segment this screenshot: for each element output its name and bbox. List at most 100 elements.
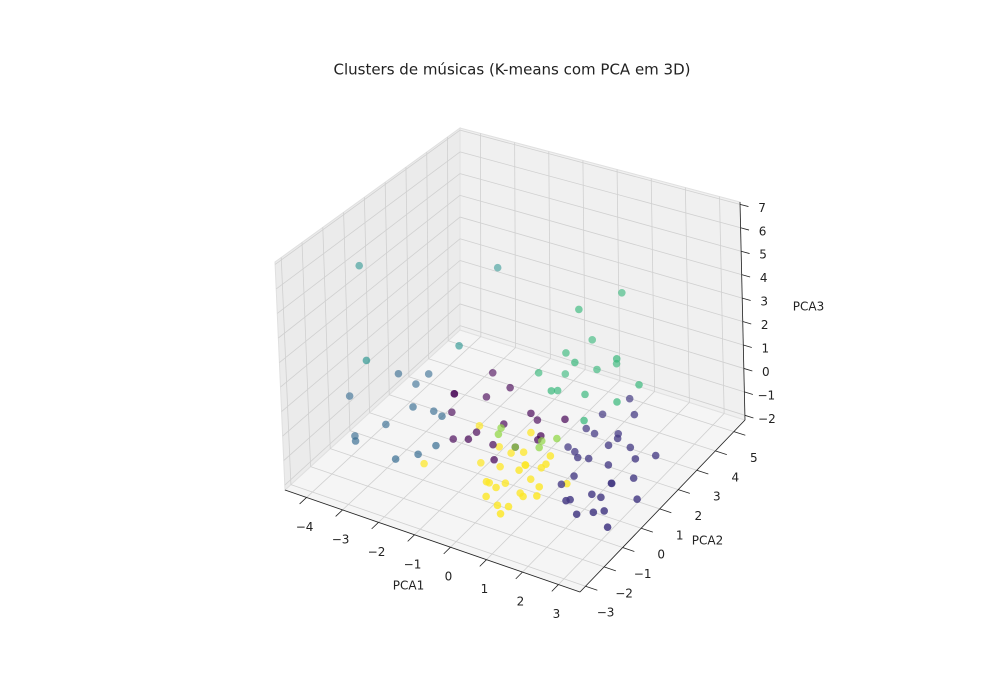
y-tick bbox=[733, 431, 746, 436]
z-tick-label: −2 bbox=[758, 412, 776, 426]
grid-line bbox=[459, 281, 744, 369]
z-tick-label: −1 bbox=[758, 388, 776, 402]
y-tick-label: 3 bbox=[713, 490, 721, 504]
x-tick bbox=[479, 559, 487, 567]
y-tick-label: −2 bbox=[615, 586, 633, 600]
grid-line bbox=[459, 173, 742, 252]
point bbox=[581, 390, 589, 399]
y-tick-label: 4 bbox=[732, 470, 740, 484]
grid-line bbox=[280, 257, 292, 485]
point bbox=[409, 403, 417, 411]
z-tick bbox=[744, 414, 754, 419]
grid-line bbox=[310, 466, 605, 568]
point bbox=[526, 475, 535, 483]
point bbox=[535, 483, 544, 491]
point bbox=[449, 435, 458, 443]
grid-line bbox=[280, 238, 461, 388]
point bbox=[629, 474, 638, 482]
point bbox=[537, 437, 546, 445]
x-tick bbox=[551, 584, 559, 592]
x-tick-label: −1 bbox=[404, 557, 422, 571]
y-tick-label: 1 bbox=[676, 528, 684, 542]
point bbox=[562, 349, 570, 357]
point bbox=[429, 407, 438, 415]
grid-line bbox=[582, 160, 586, 370]
point bbox=[496, 462, 504, 471]
z-tick-label: 5 bbox=[759, 248, 767, 262]
point bbox=[477, 458, 485, 467]
point bbox=[575, 305, 583, 314]
point bbox=[582, 424, 591, 433]
point bbox=[588, 490, 596, 499]
grid-line bbox=[363, 197, 370, 413]
z-tick-label: 1 bbox=[761, 341, 769, 355]
grid-line bbox=[616, 169, 621, 381]
point bbox=[527, 428, 535, 437]
point bbox=[534, 369, 543, 377]
grid-line bbox=[281, 260, 461, 412]
point bbox=[424, 370, 433, 378]
point bbox=[515, 466, 523, 475]
chart-title: Clusters de músicas (K-means com PCA em … bbox=[333, 61, 690, 79]
grid-line bbox=[459, 238, 743, 322]
point bbox=[570, 472, 578, 480]
point bbox=[597, 493, 605, 502]
point bbox=[580, 416, 588, 425]
y-tick bbox=[696, 469, 709, 475]
z-tick bbox=[741, 250, 750, 254]
grid-line bbox=[459, 303, 745, 393]
point bbox=[557, 480, 566, 489]
y-axis-line bbox=[579, 419, 746, 593]
point bbox=[507, 449, 515, 457]
point bbox=[506, 383, 514, 392]
x-tick bbox=[371, 522, 379, 530]
point bbox=[589, 508, 598, 517]
point bbox=[438, 412, 446, 421]
grid-line bbox=[322, 227, 331, 449]
point bbox=[542, 460, 550, 468]
z-tick-label: 4 bbox=[760, 271, 768, 285]
point bbox=[613, 398, 621, 406]
grid-line bbox=[448, 340, 734, 432]
point bbox=[651, 451, 660, 460]
point bbox=[604, 461, 613, 469]
point bbox=[482, 393, 491, 401]
grid-line bbox=[369, 412, 660, 510]
point bbox=[519, 448, 528, 457]
z-tick bbox=[739, 203, 749, 207]
grid-line bbox=[459, 194, 742, 276]
z-tick-label: 2 bbox=[761, 318, 769, 332]
point bbox=[588, 336, 597, 344]
point bbox=[635, 381, 643, 389]
grid-line bbox=[459, 216, 743, 299]
y-tick-label: −3 bbox=[597, 606, 615, 620]
point bbox=[618, 288, 626, 297]
point bbox=[612, 355, 621, 363]
point bbox=[391, 455, 400, 463]
y-axis-label: PCA2 bbox=[692, 534, 723, 548]
grid-line bbox=[378, 358, 551, 523]
x-tick-label: −3 bbox=[332, 532, 350, 546]
grid-line bbox=[274, 129, 461, 265]
y-tick bbox=[715, 450, 727, 455]
point bbox=[414, 450, 422, 459]
grid-line bbox=[459, 129, 741, 205]
point bbox=[562, 496, 570, 505]
grid-line bbox=[277, 173, 461, 314]
grid-line bbox=[447, 137, 449, 341]
y-tick bbox=[622, 547, 635, 552]
x-tick bbox=[515, 571, 523, 580]
grid-line bbox=[514, 142, 517, 348]
point bbox=[472, 428, 481, 436]
grid-line bbox=[459, 260, 744, 346]
point bbox=[533, 416, 542, 424]
x-tick-label: 1 bbox=[481, 582, 489, 596]
grid-line bbox=[428, 358, 716, 452]
point bbox=[493, 263, 502, 272]
grid-line bbox=[284, 325, 461, 486]
grid-line bbox=[450, 380, 621, 548]
point bbox=[603, 523, 612, 531]
point bbox=[420, 459, 428, 468]
point bbox=[561, 370, 570, 378]
